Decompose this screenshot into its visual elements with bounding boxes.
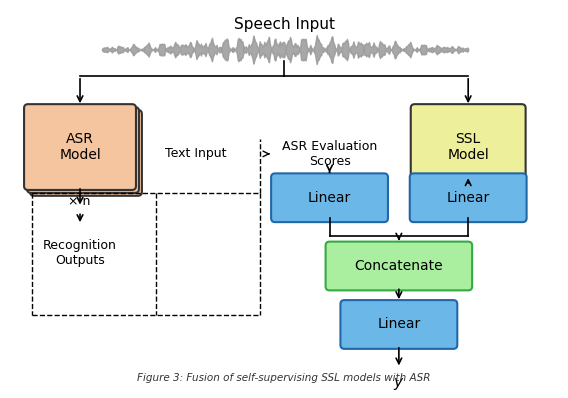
Text: Linear: Linear [377,318,420,332]
Text: $y$: $y$ [393,376,404,392]
Text: Figure 3: Fusion of self-supervising SSL models with ASR: Figure 3: Fusion of self-supervising SSL… [137,373,431,383]
Text: Concatenate: Concatenate [354,259,443,273]
Text: Recognition
Outputs: Recognition Outputs [43,239,117,267]
FancyBboxPatch shape [271,174,388,222]
FancyBboxPatch shape [24,104,136,190]
Text: Linear: Linear [308,191,351,205]
Text: Text Input: Text Input [165,147,227,160]
Text: SSL
Model: SSL Model [448,132,489,162]
Text: × n: × n [68,195,90,208]
FancyBboxPatch shape [30,110,142,196]
FancyBboxPatch shape [411,104,525,190]
Text: Linear: Linear [446,191,490,205]
Text: ASR
Model: ASR Model [59,132,101,162]
FancyBboxPatch shape [325,242,472,291]
FancyBboxPatch shape [27,107,139,193]
Text: Speech Input: Speech Input [233,18,335,32]
FancyBboxPatch shape [410,174,527,222]
FancyBboxPatch shape [340,300,457,349]
Text: ASR Evaluation
Scores: ASR Evaluation Scores [282,140,377,168]
